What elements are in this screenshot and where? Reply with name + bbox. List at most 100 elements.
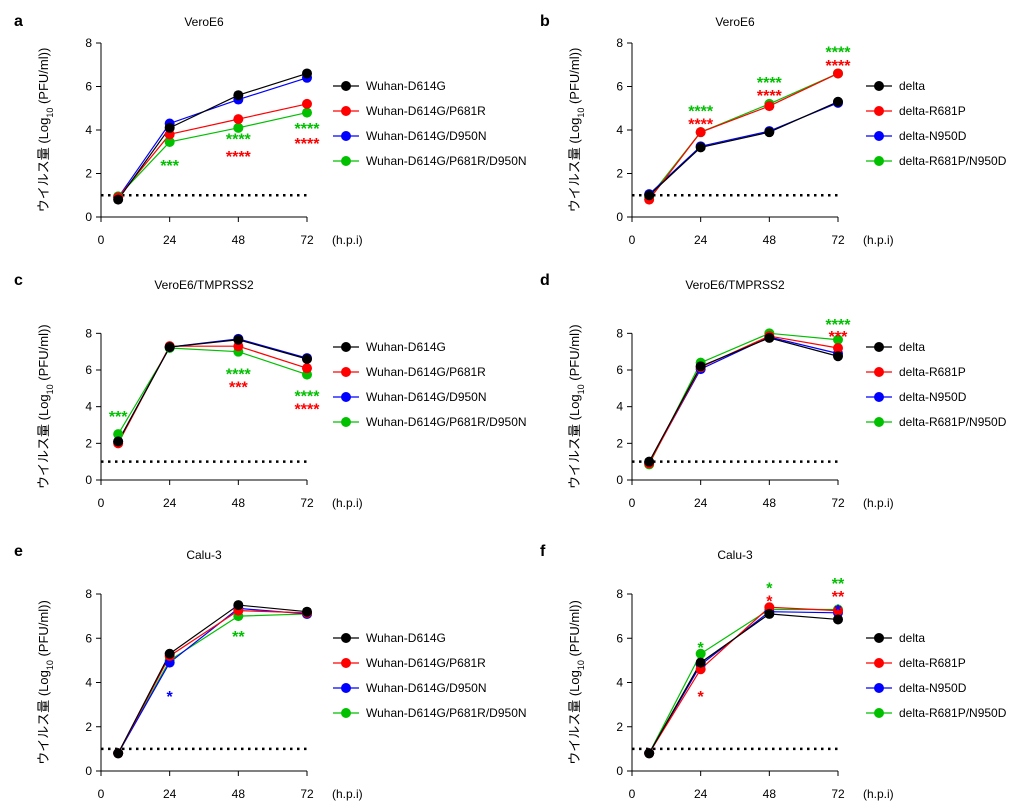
y-tick-label: 0 xyxy=(85,210,92,224)
data-point xyxy=(233,122,244,133)
legend-label: Wuhan-D614G/D950N xyxy=(366,129,487,143)
legend-label: Wuhan-D614G xyxy=(366,631,446,645)
y-tick-label: 0 xyxy=(85,473,92,487)
significance-label: *** xyxy=(160,158,179,175)
legend-label: delta xyxy=(899,79,925,93)
y-tick-label: 8 xyxy=(616,326,623,340)
series-line-Wuhan-D614G/P681R/D950N xyxy=(117,613,308,754)
y-tick-label: 0 xyxy=(85,764,92,778)
data-point xyxy=(833,605,843,616)
series-line-delta xyxy=(648,337,839,462)
significance-label: ** xyxy=(232,629,245,646)
legend-label: Wuhan-D614G/P681R xyxy=(366,365,486,379)
y-tick-label: 6 xyxy=(616,80,623,94)
series-line-Wuhan-D614G xyxy=(117,339,308,442)
legend-marker xyxy=(874,633,884,643)
x-tick-label: 72 xyxy=(300,233,314,247)
legend-label: Wuhan-D614G/D950N xyxy=(366,390,487,404)
panel-letter: f xyxy=(540,543,546,560)
x-unit-label: (h.p.i) xyxy=(863,496,894,510)
data-point xyxy=(833,614,843,625)
legend-marker xyxy=(874,658,884,668)
legend-marker xyxy=(341,131,351,141)
significance-label: * xyxy=(698,640,705,657)
x-tick-label: 48 xyxy=(232,233,246,247)
x-tick-label: 72 xyxy=(831,496,845,510)
legend-marker xyxy=(874,106,884,116)
panel-letter: b xyxy=(540,13,550,30)
data-point xyxy=(302,354,312,364)
legend-marker xyxy=(341,106,351,116)
data-point xyxy=(695,657,706,668)
legend-label: delta-R681P/N950D xyxy=(899,154,1007,168)
legend-marker xyxy=(341,392,351,402)
x-tick-label: 24 xyxy=(694,233,708,247)
y-axis-label: ウイルス量 (Log10 (PFU/ml)) xyxy=(36,48,55,213)
data-point xyxy=(764,608,775,619)
x-unit-label: (h.p.i) xyxy=(332,496,363,510)
legend-marker xyxy=(341,367,351,377)
legend-label: Wuhan-D614G/P681R/D950N xyxy=(366,415,527,429)
legend-label: delta-N950D xyxy=(899,390,967,404)
panel-letter: d xyxy=(540,272,550,289)
data-point xyxy=(302,98,312,109)
data-point xyxy=(113,436,124,447)
significance-label: * xyxy=(835,602,842,619)
data-point xyxy=(113,194,124,205)
data-point xyxy=(302,107,312,118)
data-point xyxy=(113,429,124,440)
chart-title: VeroE6 xyxy=(184,15,224,29)
y-tick-label: 4 xyxy=(616,400,623,414)
legend-marker xyxy=(341,658,351,668)
x-unit-label: (h.p.i) xyxy=(332,233,363,247)
y-tick-label: 4 xyxy=(616,676,623,690)
x-tick-label: 0 xyxy=(629,496,636,510)
data-point xyxy=(644,748,655,759)
chart-title: Calu-3 xyxy=(186,548,222,562)
legend-label: delta-N950D xyxy=(899,681,967,695)
series-line-delta-R681P/N950D xyxy=(648,332,839,465)
data-point xyxy=(833,96,843,107)
series-line-Wuhan-D614G/D950N xyxy=(117,77,308,198)
legend-label: delta xyxy=(899,340,925,354)
y-tick-label: 2 xyxy=(616,720,623,734)
data-point xyxy=(113,748,124,759)
x-unit-label: (h.p.i) xyxy=(332,787,363,801)
x-tick-label: 72 xyxy=(831,787,845,801)
legend-label: delta-R681P/N950D xyxy=(899,706,1007,720)
y-axis-label: ウイルス量 (Log10 (PFU/ml)) xyxy=(567,324,586,489)
significance-label: *** xyxy=(109,409,128,426)
y-axis-label: ウイルス量 (Log10 (PFU/ml)) xyxy=(36,324,55,489)
series-line-delta-R681P/N950D xyxy=(648,72,839,198)
x-tick-label: 48 xyxy=(232,496,246,510)
data-point xyxy=(164,342,175,353)
data-point xyxy=(233,90,244,101)
series-line-delta-R681P xyxy=(648,606,839,754)
y-tick-label: 8 xyxy=(85,326,92,340)
series-line-delta xyxy=(648,101,839,196)
legend-marker xyxy=(874,708,884,718)
series-line-Wuhan-D614G/P681R xyxy=(117,609,308,754)
legend-marker xyxy=(874,156,884,166)
data-point xyxy=(695,142,706,153)
y-tick-label: 4 xyxy=(616,123,623,137)
significance-label: **** xyxy=(757,88,783,105)
chart-title: VeroE6/TMPRSS2 xyxy=(685,278,785,292)
data-point xyxy=(695,361,706,372)
x-tick-label: 0 xyxy=(98,496,105,510)
data-point xyxy=(644,190,655,201)
legend-marker xyxy=(874,131,884,141)
legend-label: Wuhan-D614G xyxy=(366,340,446,354)
data-point xyxy=(695,127,706,138)
legend-label: Wuhan-D614G/P681R/D950N xyxy=(366,706,527,720)
data-point xyxy=(833,351,843,362)
data-point xyxy=(164,136,175,147)
significance-label: **** xyxy=(826,58,852,75)
legend-label: delta xyxy=(899,631,925,645)
legend-label: Wuhan-D614G/P681R xyxy=(366,104,486,118)
chart-title: VeroE6/TMPRSS2 xyxy=(154,278,254,292)
y-axis-label: ウイルス量 (Log10 (PFU/ml)) xyxy=(567,48,586,213)
